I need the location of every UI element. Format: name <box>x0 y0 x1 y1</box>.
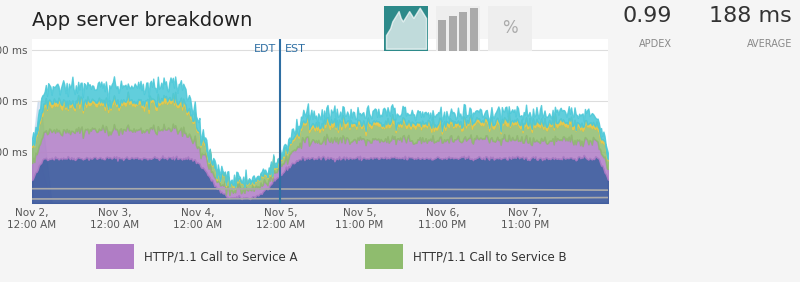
Text: App server breakdown: App server breakdown <box>32 11 252 30</box>
Text: 0.99: 0.99 <box>622 6 672 26</box>
Text: %: % <box>502 19 518 37</box>
Text: 188 ms: 188 ms <box>710 6 792 26</box>
Bar <box>449 16 457 51</box>
FancyBboxPatch shape <box>365 244 403 269</box>
Text: HTTP/1.1 Call to Service B: HTTP/1.1 Call to Service B <box>413 250 566 263</box>
Text: HTTP/1.1 Call to Service A: HTTP/1.1 Call to Service A <box>144 250 298 263</box>
Bar <box>438 20 446 51</box>
Text: AVERAGE: AVERAGE <box>746 39 792 49</box>
Text: EST: EST <box>285 44 306 54</box>
Text: APDEX: APDEX <box>639 39 672 49</box>
FancyBboxPatch shape <box>96 244 134 269</box>
Bar <box>470 8 478 51</box>
Text: EDT: EDT <box>254 44 276 54</box>
Bar <box>459 12 467 51</box>
